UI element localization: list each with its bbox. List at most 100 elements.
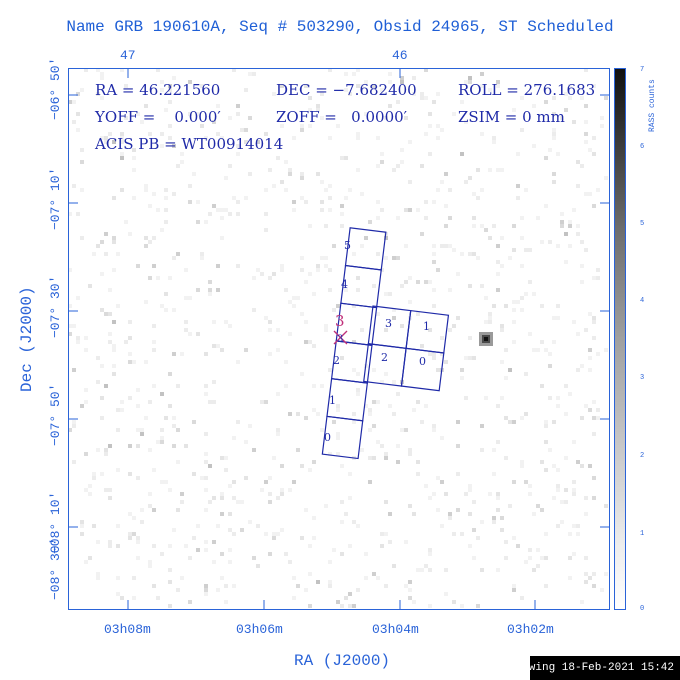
- background-pixel: [348, 592, 352, 596]
- background-pixel: [276, 532, 280, 536]
- background-pixel: [160, 228, 164, 232]
- background-pixel: [116, 468, 120, 472]
- background-pixel: [176, 384, 180, 388]
- background-pixel: [228, 324, 232, 328]
- background-pixel: [144, 416, 148, 420]
- background-pixel: [504, 556, 508, 560]
- background-pixel: [500, 324, 504, 328]
- background-pixel: [384, 500, 388, 504]
- background-pixel: [164, 220, 168, 224]
- background-pixel: [360, 192, 364, 196]
- background-pixel: [300, 172, 304, 176]
- background-pixel: [160, 88, 164, 92]
- background-pixel: [152, 236, 156, 240]
- chip-label-1: 1: [329, 394, 336, 407]
- sky-image-plot: 5 4 2 1 0 3 3 1 2 0 3: [68, 68, 610, 610]
- background-pixel: [84, 488, 88, 492]
- background-pixel: [400, 148, 404, 152]
- background-pixel: [208, 288, 212, 292]
- background-pixel: [232, 68, 236, 72]
- background-pixel: [308, 224, 312, 228]
- background-pixel: [92, 476, 96, 480]
- background-pixel: [380, 160, 384, 164]
- background-pixel: [568, 576, 572, 580]
- block-label-2: 2: [381, 351, 388, 364]
- plot-title: Name GRB 190610A, Seq # 503290, Obsid 24…: [66, 18, 614, 36]
- background-pixel: [524, 412, 528, 416]
- background-pixel: [168, 488, 172, 492]
- background-pixel: [568, 392, 572, 396]
- background-pixel: [172, 416, 176, 420]
- background-pixel: [340, 156, 344, 160]
- background-pixel: [556, 304, 560, 308]
- background-pixel: [324, 224, 328, 228]
- background-pixel: [120, 68, 124, 72]
- background-pixel: [328, 268, 332, 272]
- background-pixel: [84, 388, 88, 392]
- background-pixel: [276, 432, 280, 436]
- background-pixel: [360, 448, 364, 452]
- background-pixel: [328, 136, 332, 140]
- background-pixel: [432, 252, 436, 256]
- background-pixel: [564, 92, 568, 96]
- background-pixel: [76, 112, 80, 116]
- background-pixel: [228, 164, 232, 168]
- background-pixel: [324, 264, 328, 268]
- background-pixel: [284, 288, 288, 292]
- left-tick-0830: −08° 30′: [48, 537, 63, 600]
- background-pixel: [72, 324, 76, 328]
- background-pixel: [164, 292, 168, 296]
- background-pixel: [552, 132, 556, 136]
- background-pixel: [276, 496, 280, 500]
- background-pixel: [144, 244, 148, 248]
- background-pixel: [480, 188, 484, 192]
- background-pixel: [116, 576, 120, 580]
- cb-tick-7: 7: [640, 66, 645, 74]
- background-pixel: [356, 388, 360, 392]
- background-pixel: [556, 396, 560, 400]
- background-pixel: [88, 556, 92, 560]
- background-pixel: [384, 236, 388, 240]
- background-pixel: [88, 284, 92, 288]
- background-pixel: [292, 576, 296, 580]
- background-pixel: [436, 188, 440, 192]
- background-pixel: [468, 544, 472, 548]
- background-pixel: [96, 576, 100, 580]
- background-pixel: [404, 428, 408, 432]
- background-pixel: [68, 304, 72, 308]
- background-pixel: [72, 120, 76, 124]
- background-pixel: [192, 536, 196, 540]
- background-pixel: [468, 512, 472, 516]
- background-pixel: [176, 252, 180, 256]
- background-pixel: [296, 584, 300, 588]
- background-pixel: [600, 124, 604, 128]
- background-pixel: [300, 128, 304, 132]
- background-pixel: [76, 336, 80, 340]
- background-pixel: [568, 224, 572, 228]
- background-pixel: [524, 560, 528, 564]
- background-pixel: [356, 276, 360, 280]
- background-pixel: [576, 332, 580, 336]
- background-pixel: [160, 480, 164, 484]
- background-pixel: [220, 208, 224, 212]
- background-pixel: [316, 104, 320, 108]
- background-pixel: [556, 468, 560, 472]
- background-pixel: [228, 528, 232, 532]
- background-pixel: [236, 500, 240, 504]
- background-pixel: [376, 200, 380, 204]
- background-pixel: [512, 224, 516, 228]
- background-pixel: [128, 512, 132, 516]
- colorbar: [614, 68, 626, 610]
- background-pixel: [568, 556, 572, 560]
- background-pixel: [128, 396, 132, 400]
- background-pixel: [492, 472, 496, 476]
- background-pixel: [384, 328, 388, 332]
- background-pixel: [404, 208, 408, 212]
- background-pixel: [276, 392, 280, 396]
- background-pixel: [592, 336, 596, 340]
- rass-background-pixels: [68, 68, 608, 608]
- background-pixel: [136, 428, 140, 432]
- background-pixel: [416, 400, 420, 404]
- background-pixel: [456, 420, 460, 424]
- background-pixel: [308, 468, 312, 472]
